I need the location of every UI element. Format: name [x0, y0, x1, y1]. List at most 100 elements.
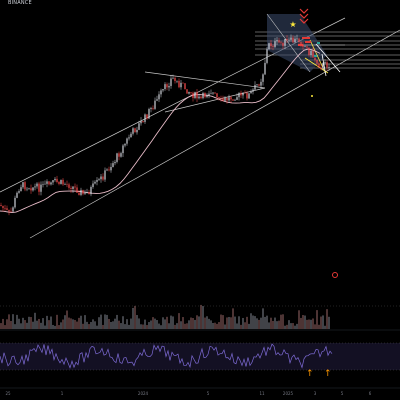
volume-bar	[64, 315, 66, 329]
candle-body	[276, 40, 278, 42]
candle-body	[152, 108, 154, 109]
volume-bar	[216, 323, 218, 329]
volume-bar	[36, 320, 38, 329]
candle-body	[64, 184, 66, 185]
candle-body	[200, 96, 202, 99]
volume-bar	[260, 317, 262, 329]
volume-bar	[58, 325, 60, 329]
candle-body	[28, 188, 30, 189]
volume-bar	[198, 316, 200, 329]
volume-bar	[42, 318, 44, 329]
candle-body	[266, 49, 268, 63]
volume-bar	[34, 312, 36, 329]
volume-bar	[150, 320, 152, 329]
candle-body	[104, 170, 106, 180]
candle-body	[148, 109, 150, 119]
candle-body	[252, 89, 254, 92]
candle-body	[8, 209, 10, 212]
volume-bar	[254, 316, 256, 329]
volume-bar	[100, 314, 102, 329]
volume-bar	[10, 320, 12, 329]
volume-bar	[0, 323, 2, 329]
candle-body	[320, 67, 322, 69]
volume-bar	[324, 325, 326, 329]
volume-bar	[180, 321, 182, 329]
candle-body	[208, 93, 210, 96]
volume-bar	[70, 318, 72, 329]
volume-bar	[304, 315, 306, 329]
candle-body	[302, 44, 304, 47]
volume-bar	[90, 322, 92, 329]
candle-body	[316, 59, 318, 64]
volume-bar	[54, 325, 56, 329]
candle-body	[326, 62, 328, 68]
candle-body	[126, 138, 128, 144]
volume-bar	[82, 323, 84, 329]
candle-body	[178, 80, 180, 88]
candle-body	[184, 83, 186, 90]
volume-bar	[6, 319, 8, 329]
candle-body	[298, 38, 300, 42]
dot-marker	[311, 95, 313, 97]
volume-bar	[78, 317, 80, 329]
candle-body	[210, 93, 212, 95]
volume-bar	[72, 319, 74, 329]
candle-body	[92, 183, 94, 188]
volume-bar	[250, 313, 252, 329]
rsi-line	[0, 343, 333, 369]
candle-body	[128, 137, 130, 139]
candle-body	[0, 205, 2, 206]
candle-body	[44, 183, 46, 185]
volume-bar	[16, 314, 18, 329]
volume-bar	[244, 322, 246, 329]
triangle-pattern	[144, 71, 266, 113]
candle-body	[218, 97, 220, 99]
candle-body	[82, 189, 84, 194]
volume-bar	[126, 319, 128, 329]
candle-body	[52, 180, 54, 183]
candle-body	[226, 97, 228, 101]
exchange-label: BINANCE	[8, 0, 32, 6]
volume-bar	[138, 318, 140, 329]
candle-body	[68, 184, 70, 188]
volume-bar	[148, 322, 150, 329]
candle-body	[22, 182, 24, 188]
candle-body	[144, 114, 146, 122]
volume-bar	[212, 322, 214, 329]
candle-body	[80, 189, 82, 195]
volume-bar	[124, 324, 126, 329]
candle-body	[162, 89, 164, 91]
volume-bar	[286, 324, 288, 329]
volume-bar	[170, 315, 172, 329]
volume-bar	[102, 324, 104, 329]
candle-body	[292, 37, 294, 43]
candle-body	[66, 184, 68, 185]
volume-bar	[238, 316, 240, 329]
candle-body	[216, 93, 218, 98]
alert-circle-icon[interactable]	[332, 272, 338, 278]
chart-header: BINANCE	[0, 0, 400, 12]
indicator-values	[52, 0, 73, 5]
candle-body	[142, 120, 144, 122]
volume-bar	[168, 323, 170, 329]
volume-bar	[20, 323, 22, 329]
candle-body	[38, 183, 40, 192]
candle-body	[288, 39, 290, 41]
volume-bar	[46, 315, 48, 329]
candle-body	[122, 145, 124, 154]
fan-lines	[304, 39, 341, 77]
volume-bar	[214, 322, 216, 329]
volume-bar	[84, 315, 86, 329]
volume-bar	[88, 324, 90, 329]
volume-bar	[68, 317, 70, 329]
star-icon: ★	[289, 20, 296, 29]
volume-bar	[266, 315, 268, 329]
volume-bar	[268, 322, 270, 329]
candle-body	[100, 176, 102, 180]
volume-bar	[56, 314, 58, 329]
candle-body	[242, 92, 244, 96]
volume-bar	[156, 320, 158, 329]
volume-bar	[14, 324, 16, 329]
volume-bar	[98, 317, 100, 329]
